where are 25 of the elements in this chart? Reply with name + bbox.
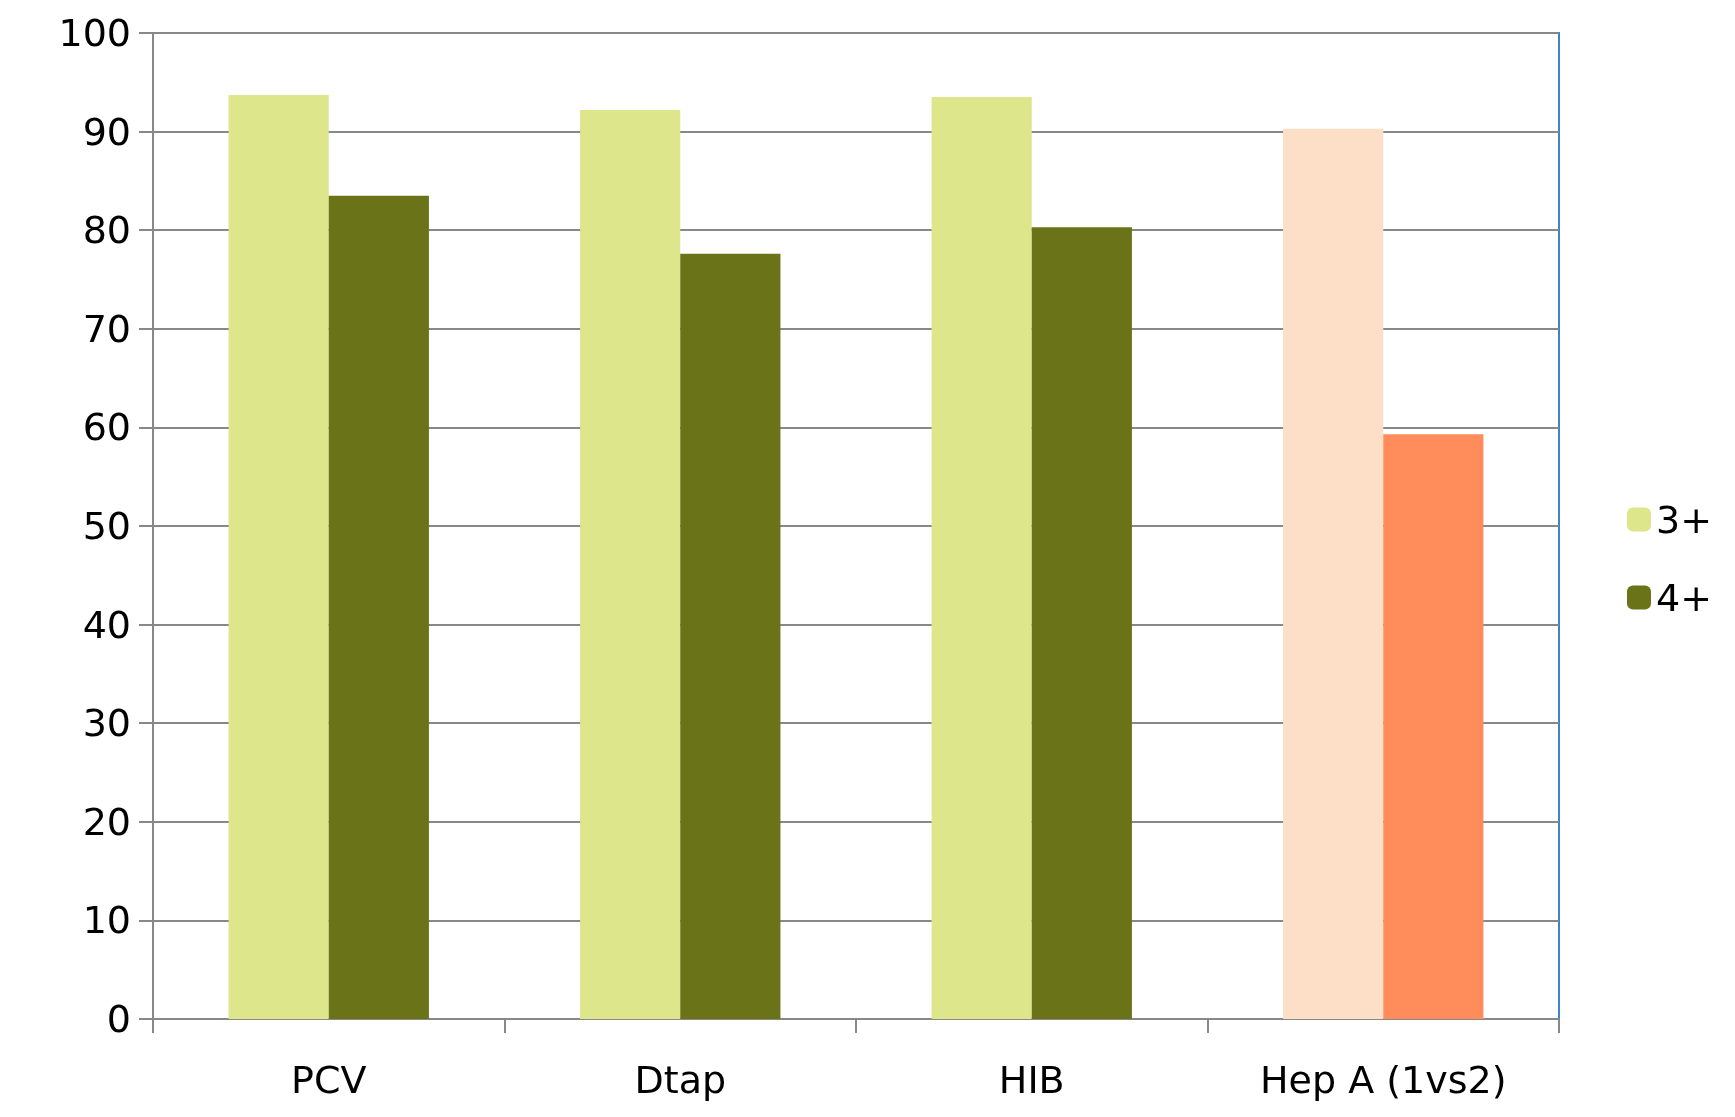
y-tick-label: 40 bbox=[82, 602, 131, 647]
bar bbox=[1031, 227, 1132, 1019]
x-tick-label: PCV bbox=[291, 1058, 367, 1102]
y-tick-label: 20 bbox=[82, 799, 131, 844]
bar bbox=[1283, 128, 1384, 1019]
y-tick-label: 80 bbox=[82, 208, 131, 253]
y-tick-label: 70 bbox=[82, 306, 131, 351]
bar bbox=[228, 95, 329, 1019]
y-tick-label: 60 bbox=[82, 405, 131, 450]
bar bbox=[1383, 434, 1484, 1019]
y-tick-label: 0 bbox=[106, 997, 131, 1041]
bar bbox=[680, 253, 781, 1019]
x-tick-label: Dtap bbox=[634, 1058, 727, 1102]
bar bbox=[328, 195, 429, 1019]
y-tick-label: 100 bbox=[58, 11, 131, 55]
legend-label: 3+ bbox=[1655, 497, 1713, 542]
bar bbox=[580, 109, 681, 1019]
bar bbox=[931, 97, 1032, 1019]
y-tick-label: 30 bbox=[82, 701, 131, 746]
y-tick-label: 50 bbox=[82, 504, 131, 548]
x-tick-label: Hep A (1vs2) bbox=[1259, 1058, 1507, 1102]
y-tick-label: 10 bbox=[82, 898, 131, 943]
legend-label: 4+ bbox=[1655, 575, 1713, 620]
y-tick-label: 90 bbox=[82, 109, 131, 154]
x-tick-label: HIB bbox=[998, 1058, 1065, 1102]
